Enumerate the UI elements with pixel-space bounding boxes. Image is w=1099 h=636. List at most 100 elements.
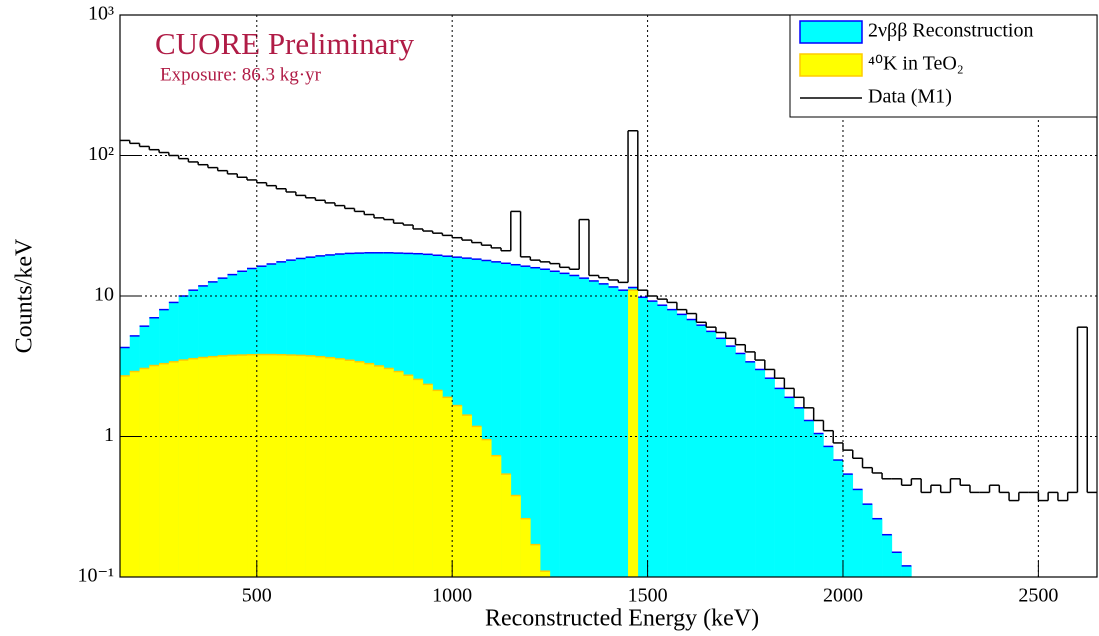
y-tick-label: 1 [104, 424, 114, 446]
hist-bar [510, 264, 521, 577]
hist-bar [471, 259, 482, 577]
hist-bar [774, 388, 785, 577]
hist-bar [559, 273, 570, 577]
hist-bar [452, 405, 463, 577]
hist-bar [129, 371, 140, 577]
hist-bar [549, 271, 560, 577]
hist-bar [715, 338, 727, 577]
hist-bar [833, 460, 844, 577]
hist-bar [178, 360, 189, 577]
hist-bar [227, 355, 238, 577]
hist-bar [354, 361, 365, 577]
hist-bar [696, 325, 707, 577]
hist-bar [403, 375, 414, 577]
hist-bar [198, 357, 209, 577]
hist-bar [334, 358, 346, 577]
hist-bar [530, 267, 541, 577]
hist-bar [286, 355, 297, 577]
hist-bar [461, 415, 473, 577]
hist-bar [247, 354, 258, 577]
hist-bar [295, 355, 306, 577]
hist-bar [540, 269, 551, 577]
hist-bar [618, 290, 629, 577]
hist-bar [745, 361, 756, 577]
y-tick-label: 10³ [88, 3, 114, 25]
hist-bar [676, 314, 687, 577]
y-axis-title: Counts/keV [12, 238, 38, 353]
hist-bar [686, 319, 697, 577]
hist-bar [266, 354, 277, 577]
hist-bar [442, 397, 453, 577]
legend-swatch [799, 20, 863, 44]
legend-label: 2νββ Reconstruction [868, 20, 1033, 42]
hist-bar [764, 378, 775, 577]
hist-bar [305, 355, 316, 577]
x-tick-label: 500 [242, 585, 272, 607]
hist-bar [901, 565, 912, 577]
hist-bar [530, 544, 541, 577]
hist-bar [344, 360, 355, 577]
hist-bar [784, 397, 795, 577]
hist-bar [491, 455, 502, 577]
hist-bar [813, 433, 824, 577]
hist-bar [188, 358, 199, 577]
hist-bar [588, 280, 600, 577]
hist-bar [393, 371, 404, 577]
hist-bar [501, 474, 512, 577]
hist-bar [315, 356, 326, 577]
legend-swatch [799, 53, 863, 77]
hist-bar [520, 518, 531, 577]
hist-bar [364, 363, 375, 577]
x-tick-label: 2000 [823, 585, 863, 607]
y-tick-label: 10 [94, 284, 114, 306]
hist-bar [149, 365, 160, 577]
hist-bar [823, 446, 834, 577]
hist-bar [755, 369, 766, 577]
x-tick-label: 1000 [432, 585, 472, 607]
hist-bar [803, 420, 814, 577]
hist-bar [432, 390, 443, 577]
hist-bar [422, 384, 433, 577]
hist-bar [852, 489, 863, 577]
hist-bar [276, 354, 287, 577]
hist-bar [872, 518, 883, 577]
hist-bar [882, 534, 893, 577]
hist-bar [383, 368, 394, 577]
hist-bar [735, 353, 746, 577]
hist-bar [159, 363, 170, 577]
hist-bar [628, 290, 639, 577]
hist-bar [413, 379, 424, 577]
hist-bar [510, 495, 521, 577]
annotation-title: CUORE Preliminary [155, 26, 415, 61]
hist-bar [706, 331, 717, 577]
hist-bar [647, 301, 658, 577]
hist-bar [598, 283, 609, 577]
hist-bar [139, 368, 150, 577]
hist-bar [842, 474, 854, 577]
hist-bar [520, 266, 531, 577]
x-tick-label: 1500 [628, 585, 668, 607]
hist-bar [491, 261, 502, 577]
annotation-exposure: Exposure: 86.3 kg·yr [160, 64, 322, 85]
x-tick-label: 2500 [1018, 585, 1058, 607]
hist-bar [325, 357, 336, 577]
hist-bar [891, 552, 902, 577]
hist-bar [217, 355, 228, 577]
hist-bar [237, 355, 248, 577]
legend-label: Data (M1) [868, 86, 952, 108]
hist-bar [657, 305, 668, 577]
hist-bar [794, 407, 805, 577]
hist-bar [120, 375, 131, 577]
hist-bar [608, 286, 619, 577]
hist-bar [374, 365, 385, 577]
hist-bar [481, 439, 492, 577]
hist-bar [667, 309, 678, 577]
hist-bar [540, 571, 551, 577]
hist-bar [207, 356, 218, 577]
hist-bar [725, 346, 736, 577]
x-axis-title: Reconstructed Energy (keV) [485, 606, 759, 632]
hist-bar [637, 297, 648, 577]
hist-bar [579, 278, 590, 577]
plot-marks [120, 130, 1097, 578]
